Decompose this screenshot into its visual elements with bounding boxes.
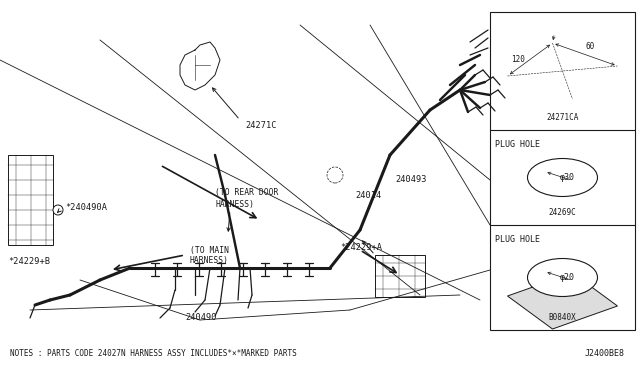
Circle shape xyxy=(327,167,343,183)
Text: 60: 60 xyxy=(586,42,595,51)
Text: φ30: φ30 xyxy=(560,173,575,182)
Text: *240490A: *240490A xyxy=(65,202,107,212)
Text: NOTES : PARTS CODE 24027N HARNESS ASSY INCLUDES*×*MARKED PARTS: NOTES : PARTS CODE 24027N HARNESS ASSY I… xyxy=(10,349,297,358)
Text: (TO REAR DOOR: (TO REAR DOOR xyxy=(215,189,278,198)
Text: 24269C: 24269C xyxy=(548,208,577,217)
Text: B0840X: B0840X xyxy=(548,313,577,322)
Text: (TO MAIN: (TO MAIN xyxy=(190,246,229,254)
Text: 24271C: 24271C xyxy=(245,121,276,129)
Text: *24229+B: *24229+B xyxy=(8,257,50,266)
Bar xyxy=(375,255,425,297)
Text: J2400BE8: J2400BE8 xyxy=(585,349,625,358)
Ellipse shape xyxy=(527,158,598,196)
Text: φ20: φ20 xyxy=(560,273,575,282)
Text: HARNESS): HARNESS) xyxy=(190,256,229,264)
Circle shape xyxy=(53,205,63,215)
Text: 120: 120 xyxy=(511,55,525,64)
Text: PLUG HOLE: PLUG HOLE xyxy=(495,235,540,244)
Ellipse shape xyxy=(527,259,598,296)
Bar xyxy=(490,12,635,330)
Text: 240493: 240493 xyxy=(395,176,426,185)
Text: PLUG HOLE: PLUG HOLE xyxy=(495,140,540,149)
Bar xyxy=(8,155,53,245)
Text: 24014: 24014 xyxy=(355,190,381,199)
Polygon shape xyxy=(508,273,618,329)
Text: 24271CA: 24271CA xyxy=(547,113,579,122)
Text: HARNESS): HARNESS) xyxy=(215,201,254,209)
Text: 240490: 240490 xyxy=(185,314,216,323)
Text: *24229+A: *24229+A xyxy=(340,244,382,253)
